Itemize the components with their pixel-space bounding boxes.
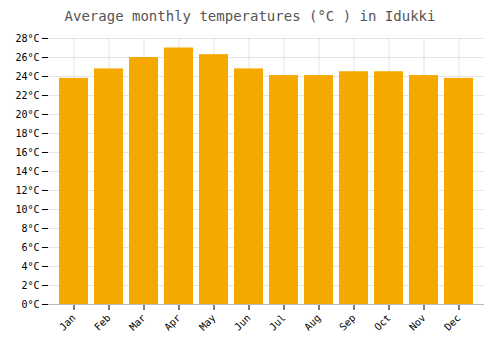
svg-text:28°C: 28°C xyxy=(15,33,39,44)
svg-text:12°C: 12°C xyxy=(15,185,39,196)
svg-text:Mar: Mar xyxy=(127,312,148,333)
svg-text:10°C: 10°C xyxy=(15,204,39,215)
svg-text:Apr: Apr xyxy=(162,312,183,333)
svg-text:6°C: 6°C xyxy=(21,242,39,253)
svg-text:2°C: 2°C xyxy=(21,280,39,291)
svg-text:Jun: Jun xyxy=(232,312,253,333)
svg-text:16°C: 16°C xyxy=(15,147,39,158)
svg-text:Jan: Jan xyxy=(57,312,78,333)
svg-text:Aug: Aug xyxy=(302,312,323,333)
svg-text:Sep: Sep xyxy=(337,312,358,333)
svg-text:8°C: 8°C xyxy=(21,223,39,234)
svg-text:14°C: 14°C xyxy=(15,166,39,177)
svg-text:26°C: 26°C xyxy=(15,52,39,63)
svg-text:Feb: Feb xyxy=(92,312,113,333)
svg-text:Oct: Oct xyxy=(372,312,393,333)
svg-text:24°C: 24°C xyxy=(15,71,39,82)
html-text:Average monthly temperatures (: Average monthly temperatures (°C ) in Id… xyxy=(64,8,436,24)
svg-text:22°C: 22°C xyxy=(15,90,39,101)
svg-text:Dec: Dec xyxy=(442,312,463,333)
svg-text:4°C: 4°C xyxy=(21,261,39,272)
svg-text:0°C: 0°C xyxy=(21,299,39,310)
svg-text:May: May xyxy=(197,312,218,333)
svg-text:Jul: Jul xyxy=(267,312,288,333)
svg-text:Nov: Nov xyxy=(407,312,428,333)
svg-text:18°C: 18°C xyxy=(15,128,39,139)
svg-text:20°C: 20°C xyxy=(15,109,39,120)
